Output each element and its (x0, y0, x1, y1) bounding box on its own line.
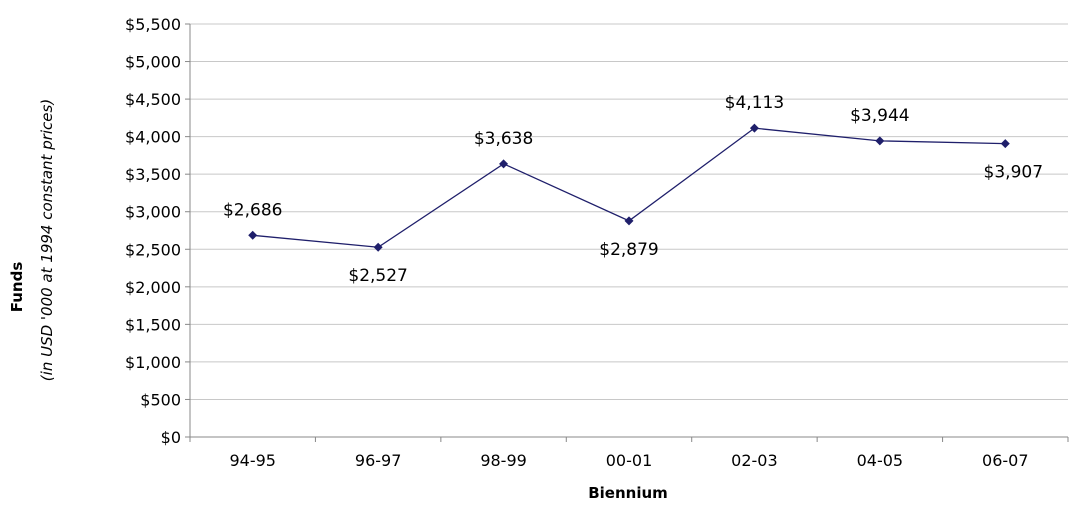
x-axis-ticks: 94-95 96-97 98-99 00-01 02-03 04-05 06-07 (189, 437, 1069, 470)
data-point-marker (875, 136, 885, 146)
y-tick-label: $1,000 (125, 353, 181, 372)
y-axis-subtitle: (in USD '000 at 1994 constant prices) (38, 99, 56, 381)
data-point-marker (373, 242, 383, 252)
gridlines (190, 23, 1068, 400)
y-axis-ticks: $0 $500 $1,000 $1,500 $2,000 $2,500 $3,000 $3,5… (125, 15, 190, 447)
x-tick-label: 04-05 (857, 451, 904, 470)
y-tick-label: $3,000 (125, 203, 181, 222)
y-tick-label: $4,000 (125, 128, 181, 147)
data-point-marker (499, 159, 509, 169)
series (248, 123, 1010, 252)
data-point-marker (624, 216, 634, 226)
x-tick-label: 96-97 (355, 451, 402, 470)
x-tick-label: 00-01 (606, 451, 653, 470)
y-axis-title-group: Funds (8, 262, 26, 313)
y-axis-subtitle-group: (in USD '000 at 1994 constant prices) (38, 99, 56, 381)
data-label: $3,944 (850, 106, 909, 126)
series-line (252, 127, 1006, 248)
axes (189, 24, 1068, 438)
data-point-marker (749, 123, 759, 133)
y-tick-label: $5,000 (125, 53, 181, 72)
data-label: $3,638 (474, 129, 533, 149)
data-label: $2,686 (223, 200, 282, 220)
x-tick-label: 94-95 (229, 451, 276, 470)
y-tick-label: $3,500 (125, 165, 181, 184)
data-point-marker (1000, 139, 1010, 149)
y-tick-label: $4,500 (125, 90, 181, 109)
data-point-marker (248, 230, 258, 240)
x-tick-label: 06-07 (982, 451, 1029, 470)
x-tick-label: 98-99 (480, 451, 527, 470)
y-tick-label: $5,500 (125, 15, 181, 34)
y-tick-label: $2,000 (125, 278, 181, 297)
data-label: $3,907 (984, 163, 1043, 183)
x-tick-label: 02-03 (731, 451, 778, 470)
y-tick-label: $0 (161, 428, 181, 447)
y-tick-label: $2,500 (125, 240, 181, 259)
data-label: $2,879 (599, 240, 658, 260)
data-label: $4,113 (725, 93, 784, 113)
x-axis-title: Biennium (588, 484, 668, 502)
data-labels: $2,686 $2,527 $3,638 $2,879 $4,113 $3,944 $3,9… (223, 93, 1043, 286)
data-label: $2,527 (348, 266, 407, 286)
y-tick-label: $500 (140, 390, 181, 409)
y-axis-title: Funds (8, 262, 26, 313)
y-tick-label: $1,500 (125, 315, 181, 334)
